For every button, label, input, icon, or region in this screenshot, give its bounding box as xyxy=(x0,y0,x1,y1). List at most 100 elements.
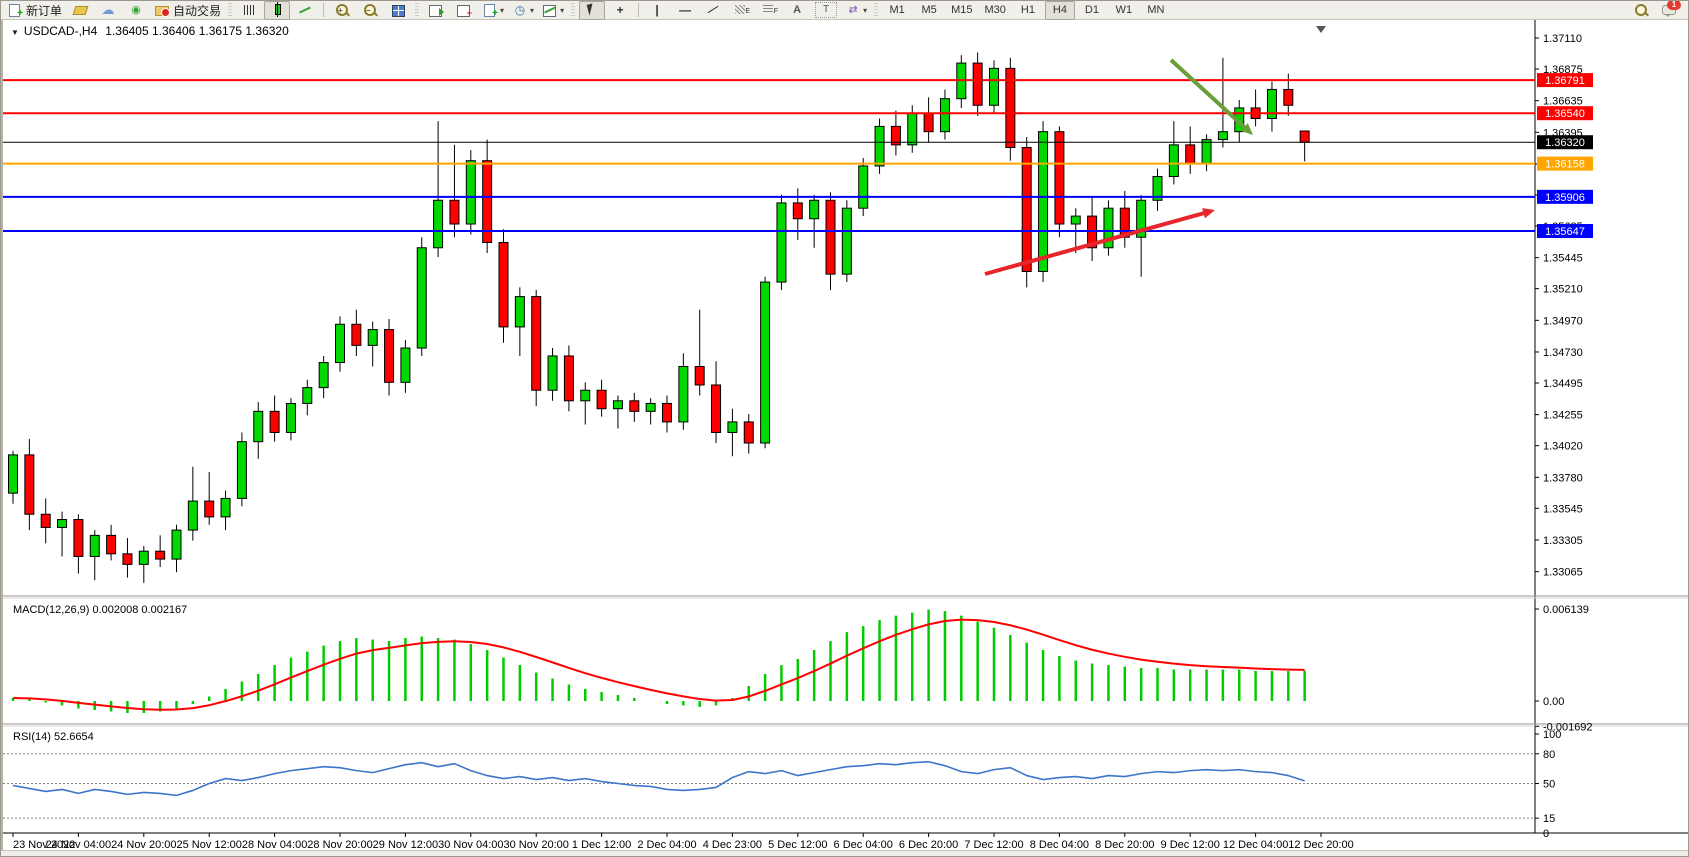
zoom-in-button[interactable]: + xyxy=(329,1,355,20)
new-order-icon: + xyxy=(7,3,23,19)
time-tick-label: 12 Dec 20:00 xyxy=(1288,839,1353,851)
chart-shift-button[interactable]: + xyxy=(451,1,477,20)
cloud-button[interactable]: ☁ xyxy=(95,1,121,20)
time-tick-label: 8 Dec 20:00 xyxy=(1095,839,1154,851)
candle-body xyxy=(449,199,460,225)
auto-scroll-button[interactable] xyxy=(423,1,449,20)
candle-body xyxy=(8,454,18,494)
line-chart-mode-button[interactable] xyxy=(292,1,318,20)
text-label-tool-button[interactable]: T xyxy=(812,1,840,20)
template-icon xyxy=(542,3,558,17)
time-tick-label: 9 Dec 12:00 xyxy=(1161,839,1220,851)
timeframe-w1-button[interactable]: W1 xyxy=(1115,4,1133,16)
time-tick-label: 30 Nov 04:00 xyxy=(438,839,503,851)
bar-chart-mode-button[interactable] xyxy=(236,1,262,20)
down-trend-arrow[interactable] xyxy=(1169,58,1249,132)
line-chart-icon xyxy=(297,3,313,17)
signal-button[interactable]: ◉ xyxy=(123,1,149,20)
periods-button[interactable]: ◷ ▾ xyxy=(509,1,537,20)
candle-body xyxy=(138,550,149,565)
candle-body xyxy=(629,400,640,412)
timeframe-h1-button[interactable]: H1 xyxy=(1020,4,1035,16)
time-tick-label: 28 Nov 04:00 xyxy=(242,839,307,851)
chart-shift-marker[interactable] xyxy=(1316,26,1326,33)
arrows-tool-button[interactable]: ⇄ ▾ xyxy=(842,1,870,20)
candle-body xyxy=(318,362,329,389)
trendline-icon xyxy=(705,3,721,17)
timeframe-m30-button[interactable]: M30 xyxy=(984,4,1006,16)
new-order-label: 新订单 xyxy=(26,3,63,18)
timeframe-m15-button[interactable]: M15 xyxy=(951,4,973,16)
timeframe-m1-button[interactable]: M1 xyxy=(889,4,905,16)
candle-body xyxy=(1168,144,1179,178)
up-trend-arrow-head[interactable] xyxy=(1202,208,1215,219)
candle-body xyxy=(514,296,525,328)
dropdown-caret-icon: ▾ xyxy=(500,5,505,15)
price-tick-label: 1.36635 xyxy=(1543,96,1583,108)
up-trend-arrow[interactable] xyxy=(984,210,1208,276)
candle-body xyxy=(367,329,378,346)
one-click-expand-icon[interactable]: ▼ xyxy=(11,28,19,37)
candle-body xyxy=(792,202,803,220)
separator xyxy=(638,3,640,17)
rsi-axis-label: 0 xyxy=(1543,828,1549,840)
timeframe-d1-button[interactable]: D1 xyxy=(1084,4,1099,16)
chart-shift-icon: + xyxy=(456,3,472,18)
timeframe-h4-button[interactable]: H4 xyxy=(1044,1,1075,20)
time-tick-label: 28 Nov 20:00 xyxy=(307,839,372,851)
candle-body xyxy=(57,519,68,528)
add-indicator-icon: + xyxy=(482,3,498,19)
tile-windows-button[interactable] xyxy=(385,1,411,20)
chart-canvas[interactable]: 1.371101.368751.366351.363951.361551.359… xyxy=(3,20,1689,853)
autotrade-icon xyxy=(154,3,171,17)
time-tick-label: 4 Dec 23:00 xyxy=(703,839,762,851)
candle-body xyxy=(727,421,738,433)
separator xyxy=(323,3,325,17)
candle-body xyxy=(155,550,166,560)
candle-body xyxy=(122,553,133,565)
crosshair-tool-button[interactable]: + xyxy=(607,1,633,20)
timeframe-mn-button[interactable]: MN xyxy=(1147,4,1165,16)
text-icon: A xyxy=(793,4,802,16)
candle-body xyxy=(841,207,852,275)
templates-button[interactable]: ▾ xyxy=(539,1,567,20)
candle-body xyxy=(1185,144,1196,164)
candle-body xyxy=(1103,207,1114,249)
time-tick-label: 24 Nov 04:00 xyxy=(46,839,111,851)
text-tool-button[interactable]: A xyxy=(784,1,810,20)
rsi-indicator-label: RSI(14) 52.6654 xyxy=(13,731,94,743)
candle-chart-mode-button[interactable] xyxy=(264,1,291,20)
candle-body xyxy=(711,384,722,433)
down-trend-arrow-head[interactable] xyxy=(1240,123,1253,135)
price-badge-label: 1.35906 xyxy=(1545,192,1585,204)
candle-body xyxy=(400,347,411,383)
eraser-icon xyxy=(72,3,89,17)
horizontal-line-tool-button[interactable]: — xyxy=(672,1,698,20)
candle-body xyxy=(972,62,983,106)
vertical-line-tool-button[interactable]: | xyxy=(644,1,670,20)
fibonacci-tool-button[interactable]: F xyxy=(756,1,782,20)
notification-badge: 1 xyxy=(1667,1,1681,10)
candle-body xyxy=(416,247,427,349)
notifications-button[interactable]: 1 xyxy=(1656,1,1682,20)
channel-tool-button[interactable]: E xyxy=(728,1,754,20)
new-order-button[interactable]: + 新订单 xyxy=(4,1,65,20)
candle-body xyxy=(1217,131,1228,141)
fibonacci-icon: F xyxy=(761,3,778,17)
price-badge xyxy=(1537,189,1593,204)
crosshair-icon: + xyxy=(616,3,624,17)
price-badge-label: 1.36320 xyxy=(1545,137,1585,149)
trendline-tool-button[interactable] xyxy=(700,1,726,20)
timeframe-m5-button[interactable]: M5 xyxy=(921,4,937,16)
candle-body xyxy=(825,199,836,275)
zoom-out-button[interactable]: − xyxy=(357,1,383,20)
cursor-tool-button[interactable] xyxy=(579,1,606,20)
chart-title: ▼ USDCAD-,H4 1.36405 1.36406 1.36175 1.363… xyxy=(11,24,289,38)
eraser-button[interactable] xyxy=(67,1,93,20)
time-tick-label: 12 Dec 04:00 xyxy=(1223,839,1288,851)
indicators-button[interactable]: + ▾ xyxy=(479,1,507,20)
text-label-icon: T xyxy=(815,2,838,18)
autotrade-button[interactable]: 自动交易 xyxy=(151,1,224,20)
search-button[interactable] xyxy=(1628,1,1654,20)
time-tick-label: 6 Dec 04:00 xyxy=(834,839,893,851)
